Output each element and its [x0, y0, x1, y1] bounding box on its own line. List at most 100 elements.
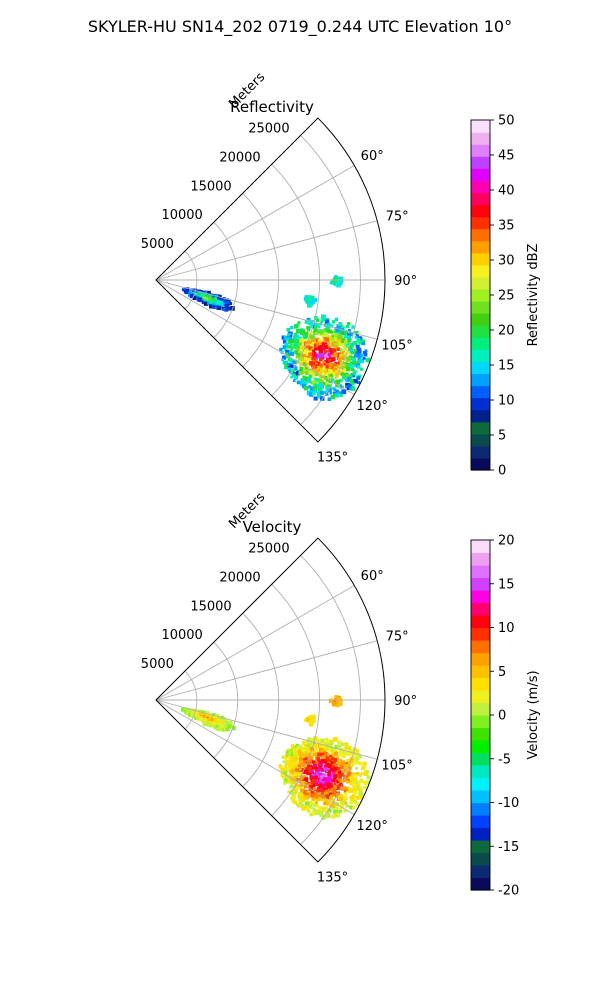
echo-pixel	[306, 378, 312, 383]
echo-pixel	[325, 795, 330, 800]
echo-pixel	[307, 746, 312, 751]
colorbar-segment	[471, 120, 490, 133]
echo-pixel	[313, 396, 318, 401]
echo-pixel	[325, 814, 330, 819]
echo-pixel	[318, 773, 323, 777]
echo-pixel	[335, 704, 339, 708]
echo-pixel	[336, 339, 342, 344]
echo-pixel	[339, 699, 343, 703]
echo-pixel	[329, 781, 333, 785]
echo-pixel	[356, 772, 360, 776]
echo-pixel	[304, 718, 307, 722]
echo-pixel	[361, 341, 365, 346]
figure-suptitle: SKYLER-HU SN14_202 0719_0.244 UTC Elevat…	[88, 17, 512, 37]
echo-pixel	[334, 814, 338, 818]
echo-pixel	[292, 344, 295, 348]
echo-pixel	[329, 795, 334, 801]
echo-pixel	[314, 347, 317, 351]
echo-pixel	[325, 739, 330, 745]
echo-pixel	[322, 365, 328, 371]
theta-tick-labels: 60° 75° 90° 105° 120° 135°	[317, 569, 417, 885]
echo-pixel	[227, 307, 231, 311]
echo-pixel	[181, 288, 185, 292]
echo-pixel	[330, 803, 336, 809]
echo-pixel	[298, 770, 302, 774]
echo-pixel	[309, 784, 314, 789]
echo-pixel	[351, 387, 356, 391]
echo-pixel	[325, 768, 330, 773]
colorbar-segment	[471, 852, 490, 866]
echo-pixel	[311, 773, 316, 778]
echo-pixel	[288, 753, 292, 757]
echo-pixel	[319, 767, 324, 772]
echo-pixel	[297, 792, 301, 795]
echo-pixel	[359, 774, 362, 778]
colorbar-tick-label: 45	[498, 149, 515, 164]
echo-pixel	[300, 330, 305, 335]
echo-pixel	[362, 761, 367, 766]
echo-pixel	[333, 774, 338, 779]
echo-pixel	[300, 354, 303, 358]
echo-pixel	[305, 801, 310, 807]
echo-pixel	[312, 349, 316, 353]
echo-pixel	[316, 391, 322, 397]
echo-pixel	[330, 764, 335, 769]
echo-pixel	[338, 701, 343, 706]
echo-pixel	[366, 775, 371, 780]
azimuth-gridline	[155, 165, 355, 281]
echo-pixel	[296, 380, 301, 385]
echo-pixel	[323, 776, 329, 782]
echo-pixel	[304, 357, 308, 361]
echo-pixel	[331, 814, 335, 819]
echo-pixel	[215, 727, 219, 731]
echo-pixel	[217, 297, 222, 302]
echo-pixel	[310, 380, 314, 385]
echo-pixel	[193, 715, 197, 719]
echo-pixel	[343, 764, 349, 770]
echo-pixel	[309, 756, 314, 761]
range-tick-label: 25000	[248, 541, 289, 556]
echo-pixel	[287, 367, 292, 372]
echo-pixel	[316, 750, 320, 754]
echo-pixel	[343, 368, 347, 372]
echo-pixel	[342, 375, 347, 380]
echo-pixel	[336, 806, 339, 810]
echo-pixel	[305, 348, 308, 352]
echo-pixel	[333, 334, 339, 339]
echo-pixel	[338, 342, 343, 346]
echo-pixel	[307, 328, 311, 332]
echo-pixel	[337, 325, 342, 330]
echo-pixel	[338, 793, 342, 798]
echo-pixel	[343, 340, 349, 345]
echo-pixel	[331, 342, 336, 347]
echo-pixel	[344, 770, 348, 774]
echo-pixel	[346, 780, 349, 784]
echo-pixel	[336, 779, 340, 784]
echo-pixel	[309, 722, 314, 727]
echo-pixel	[344, 345, 347, 348]
echo-pixel	[343, 334, 347, 339]
echo-pixel	[308, 370, 313, 375]
echo-pixel	[337, 361, 341, 365]
colorbar-segment	[471, 156, 490, 169]
echo-pixel	[312, 753, 316, 757]
echo-pixel	[297, 772, 302, 777]
echo-pixel	[298, 766, 302, 770]
echo-pixel	[350, 751, 355, 756]
echo-pixel	[300, 803, 305, 808]
echo-pixel	[320, 759, 325, 764]
echo-pixel	[322, 342, 327, 347]
echo-pixel	[294, 758, 299, 763]
echo-pixel	[349, 374, 353, 378]
echo-pixel	[201, 300, 206, 304]
echo-pixel	[315, 353, 320, 358]
colorbar-segment	[471, 577, 490, 591]
echo-pixel	[305, 806, 311, 812]
echo-pixel	[330, 331, 334, 334]
echo-pixel	[329, 754, 333, 759]
sector-outline	[155, 117, 386, 443]
echo-pixel	[220, 728, 223, 732]
echo-pixel	[345, 324, 350, 329]
echo-pixel	[330, 348, 335, 352]
echo-pixel	[343, 351, 349, 357]
